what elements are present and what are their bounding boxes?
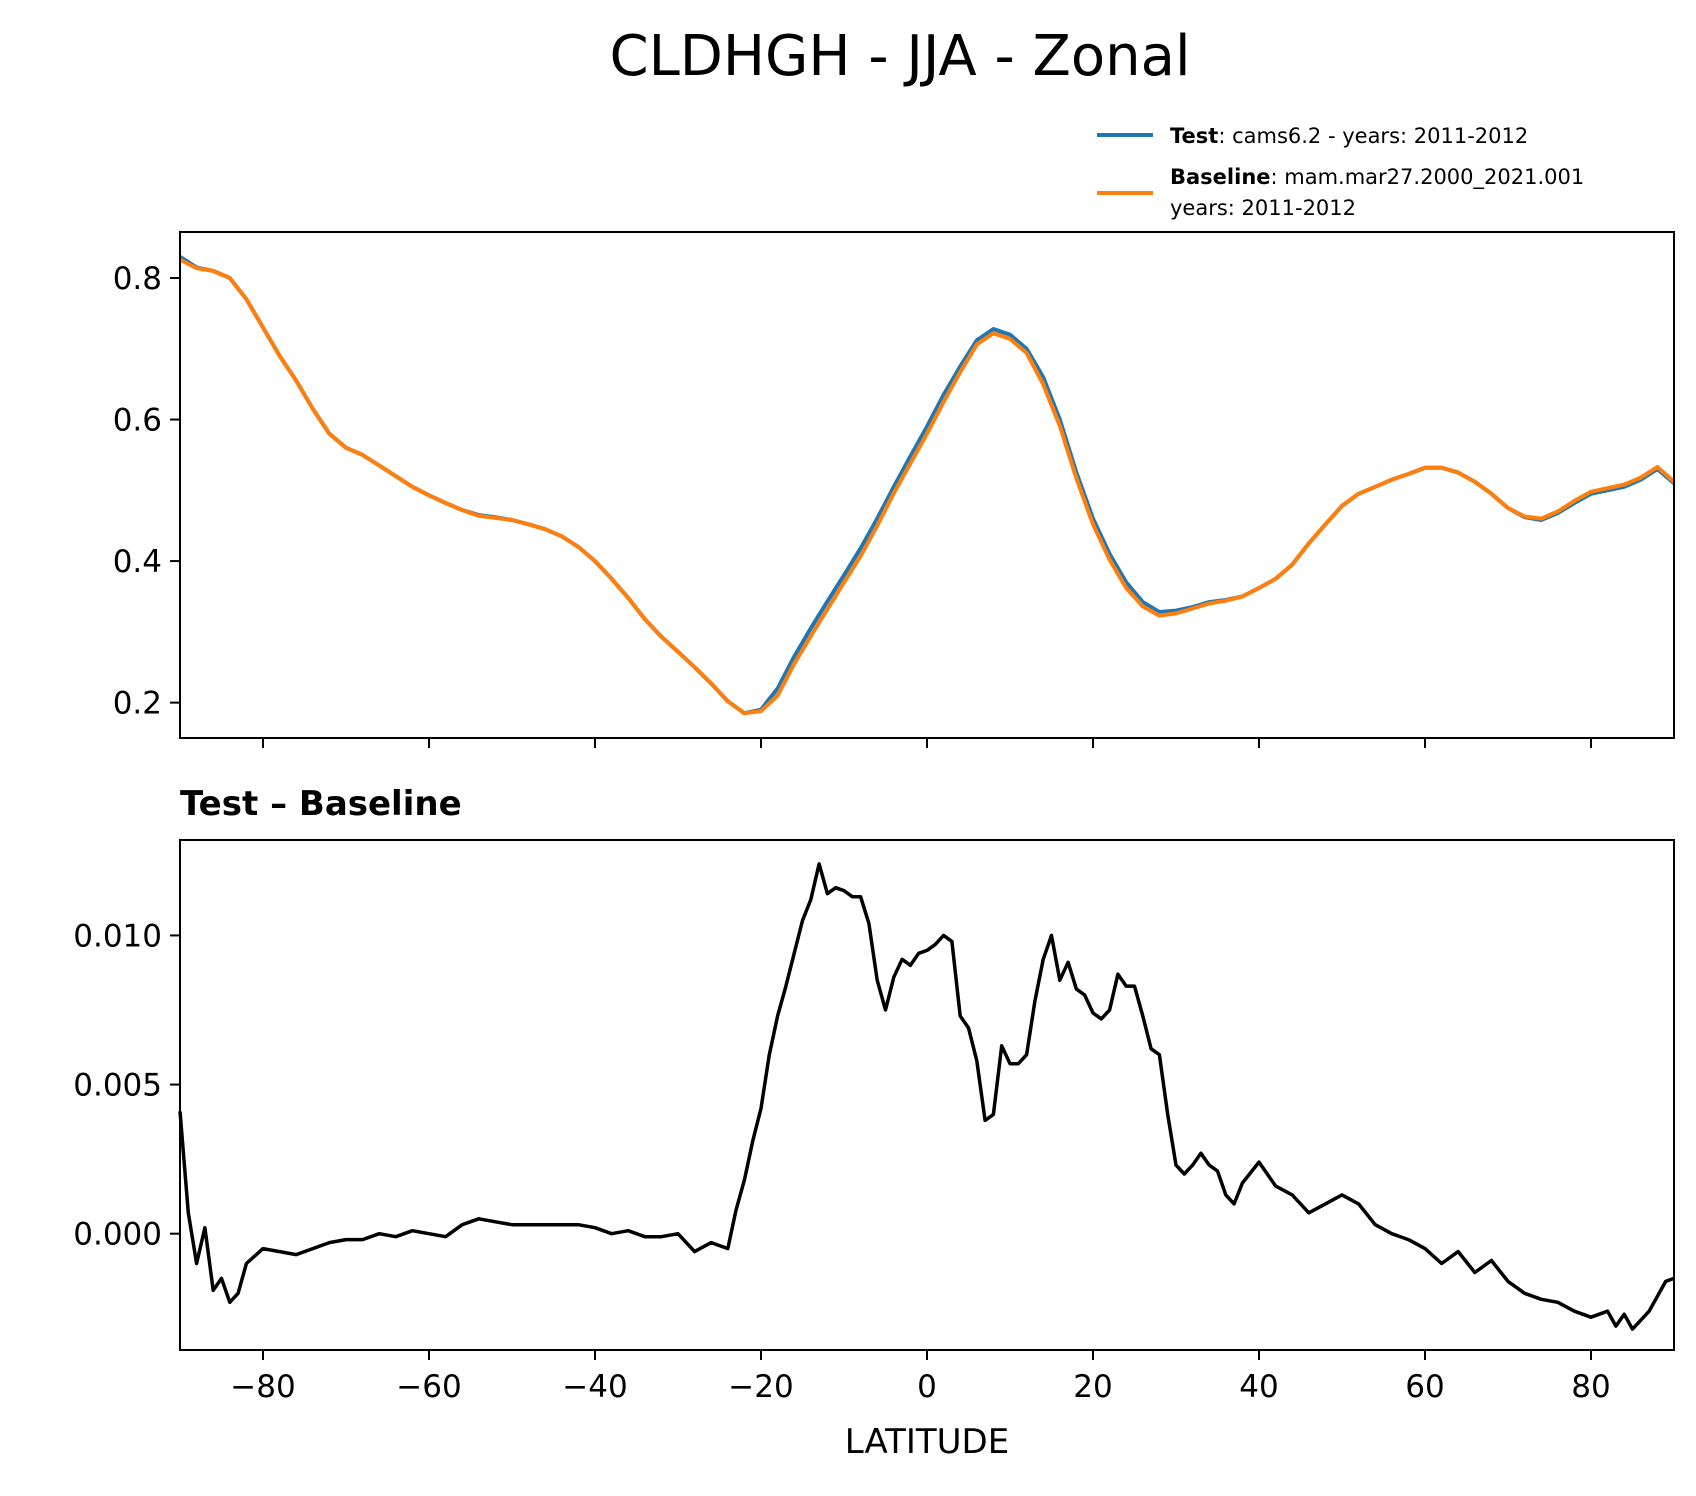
lower-x-tick-label: 0 <box>917 1369 937 1405</box>
lower-panel-title: Test – Baseline <box>180 784 462 824</box>
legend-label-baseline-rest: : mam.mar27.2000_2021.001 <box>1271 165 1585 190</box>
legend-label-test-bold: Test <box>1170 124 1218 148</box>
lower-y-tick-label: 0.000 <box>73 1217 162 1253</box>
legend-label-baseline-line2: years: 2011-2012 <box>1170 196 1356 220</box>
lower-x-tick-label: 80 <box>1571 1369 1610 1405</box>
legend-label-baseline: Baseline: mam.mar27.2000_2021.001 <box>1170 165 1584 190</box>
upper-y-tick-label: 0.6 <box>113 403 162 439</box>
lower-y-tick-label: 0.010 <box>73 918 162 954</box>
lower-x-tick-label: 40 <box>1239 1369 1278 1405</box>
legend-label-test: Test: cams6.2 - years: 2011-2012 <box>1170 124 1528 148</box>
legend-label-baseline-bold: Baseline <box>1170 165 1271 189</box>
upper-y-tick-label: 0.4 <box>113 544 162 580</box>
upper-y-tick-label: 0.2 <box>113 686 162 722</box>
lower-x-tick-label: 60 <box>1405 1369 1444 1405</box>
lower-y-tick-label: 0.005 <box>73 1068 162 1104</box>
lower-x-tick-label: 20 <box>1073 1369 1112 1405</box>
lower-x-tick-label: −80 <box>230 1369 295 1405</box>
lower-x-tick-label: −20 <box>728 1369 793 1405</box>
x-axis-label: LATITUDE <box>845 1422 1009 1462</box>
lower-x-tick-label: −60 <box>396 1369 461 1405</box>
lower-x-tick-label: −40 <box>562 1369 627 1405</box>
upper-y-tick-label: 0.8 <box>113 261 162 297</box>
legend-label-test-rest: : cams6.2 - years: 2011-2012 <box>1218 124 1528 148</box>
figure-title: CLDHGH - JJA - Zonal <box>610 24 1191 89</box>
